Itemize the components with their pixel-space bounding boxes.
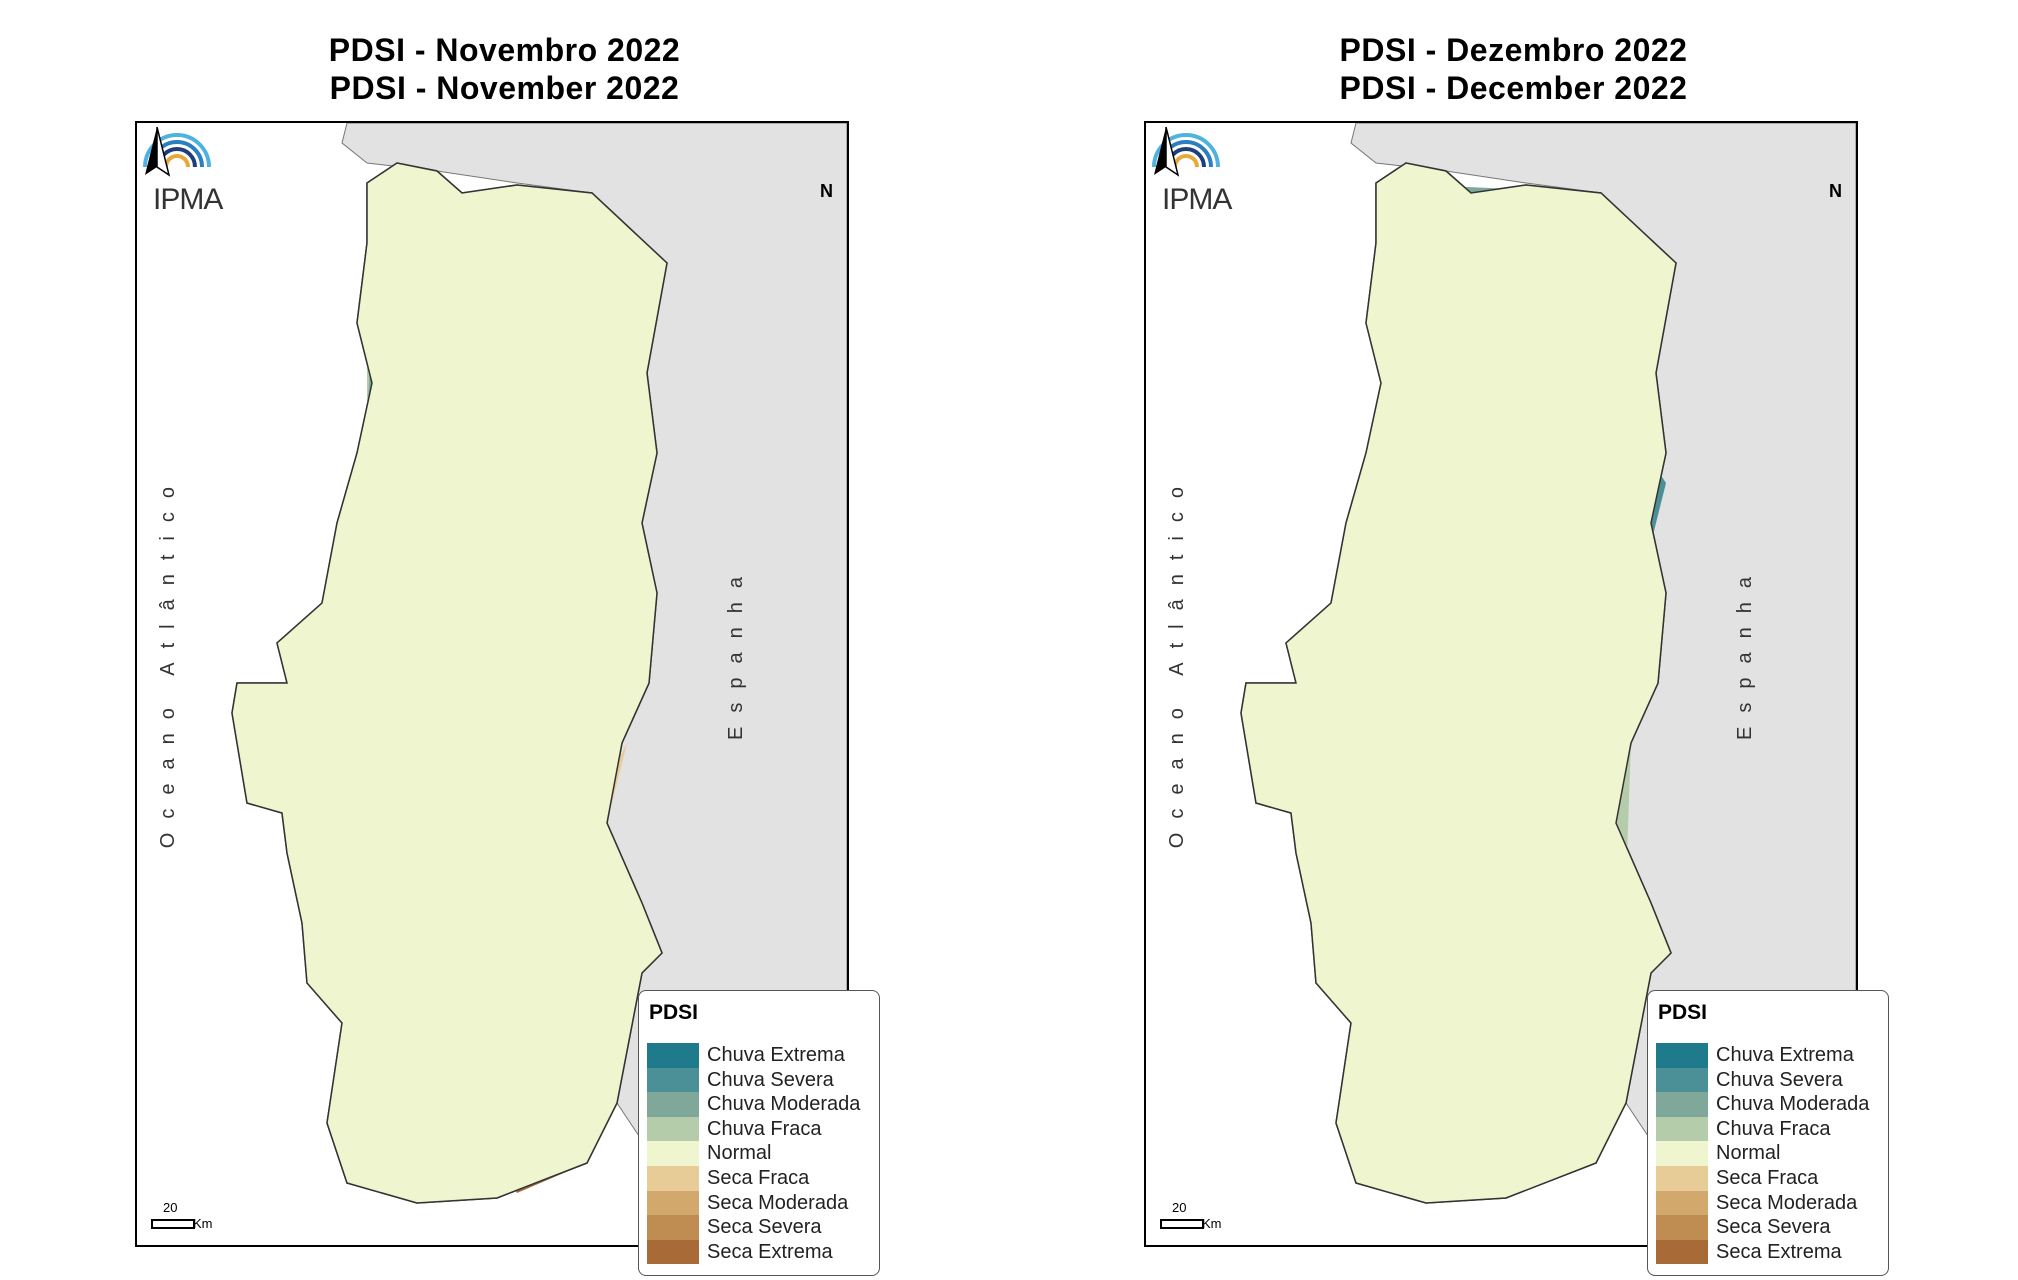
spain-label: Espanha bbox=[725, 563, 747, 740]
legend-swatch bbox=[647, 1043, 699, 1068]
legend-label: Seca Fraca bbox=[707, 1166, 810, 1189]
legend-item: Seca Moderada bbox=[1656, 1190, 1869, 1216]
legend-swatch bbox=[647, 1092, 699, 1117]
legend-swatch bbox=[1656, 1116, 1708, 1142]
legend-item: Chuva Severa bbox=[647, 1067, 860, 1093]
scale-unit: Km bbox=[193, 1216, 213, 1231]
legend-items: Chuva Extrema Chuva Severa Chuva Moderad… bbox=[647, 1043, 860, 1265]
legend-title: PDSI bbox=[649, 1001, 699, 1024]
legend-label: Chuva Moderada bbox=[707, 1093, 861, 1116]
legend-item: Seca Extrema bbox=[1656, 1239, 1869, 1265]
legend-swatch bbox=[647, 1116, 699, 1142]
legend-label: Seca Extrema bbox=[707, 1240, 833, 1263]
legend-label: Chuva Severa bbox=[707, 1068, 834, 1091]
legend-swatch bbox=[647, 1215, 699, 1240]
legend-swatch bbox=[647, 1141, 699, 1166]
scale-value: 20 bbox=[163, 1200, 178, 1215]
legend-swatch bbox=[1656, 1141, 1708, 1166]
legend-item: Chuva Fraca bbox=[1656, 1116, 1869, 1142]
map-title-pt: PDSI - Novembro 2022 bbox=[328, 32, 681, 68]
legend-swatch bbox=[1656, 1092, 1708, 1117]
legend: PDSI Chuva Extrema Chuva Severa Chuva Mo… bbox=[638, 990, 880, 1276]
legend-label: Seca Severa bbox=[1716, 1216, 1831, 1239]
legend-swatch bbox=[1656, 1215, 1708, 1240]
legend-title: PDSI bbox=[1658, 1001, 1708, 1024]
legend-item: Seca Fraca bbox=[1656, 1165, 1869, 1191]
legend-label: Chuva Fraca bbox=[707, 1117, 822, 1140]
map-panel-november: PDSI - Novembro 2022 PDSI - November 202… bbox=[135, 32, 880, 1276]
legend-label: Chuva Severa bbox=[1716, 1068, 1843, 1091]
map-title-en: PDSI - November 2022 bbox=[329, 70, 680, 106]
map-title-pt: PDSI - Dezembro 2022 bbox=[1339, 32, 1688, 68]
spain-label: Espanha bbox=[1734, 563, 1756, 740]
legend-swatch bbox=[647, 1165, 699, 1191]
legend-label: Seca Moderada bbox=[707, 1191, 849, 1214]
legend-label: Seca Fraca bbox=[1716, 1166, 1819, 1189]
legend-item: Seca Severa bbox=[647, 1215, 860, 1240]
legend-swatch bbox=[647, 1067, 699, 1093]
scale-value: 20 bbox=[1172, 1200, 1187, 1215]
legend-item: Seca Fraca bbox=[647, 1165, 860, 1191]
legend-item: Seca Moderada bbox=[647, 1190, 860, 1216]
legend-swatch bbox=[1656, 1043, 1708, 1068]
legend-label: Chuva Extrema bbox=[1716, 1044, 1854, 1066]
legend: PDSI Chuva Extrema Chuva Severa Chuva Mo… bbox=[1647, 990, 1889, 1276]
legend-item: Chuva Moderada bbox=[1656, 1092, 1869, 1117]
legend-item: Chuva Extrema bbox=[647, 1043, 860, 1068]
legend-item: Seca Severa bbox=[1656, 1215, 1869, 1240]
legend-item: Seca Extrema bbox=[647, 1239, 860, 1265]
map-frame: IPMA N Oceano Atlântico Espanha 20 Km bbox=[135, 121, 849, 1247]
legend-item: Chuva Severa bbox=[1656, 1067, 1869, 1093]
legend-swatch bbox=[647, 1190, 699, 1216]
legend-label: Seca Severa bbox=[707, 1216, 822, 1239]
legend-swatch bbox=[1656, 1239, 1708, 1265]
north-label: N bbox=[1829, 181, 1842, 201]
legend-item: Normal bbox=[647, 1141, 860, 1166]
legend-swatch bbox=[1656, 1067, 1708, 1093]
legend-label: Normal bbox=[1716, 1142, 1781, 1165]
map-title-en: PDSI - December 2022 bbox=[1339, 70, 1688, 106]
legend-label: Chuva Moderada bbox=[1716, 1093, 1870, 1116]
ocean-label: Oceano Atlântico bbox=[157, 473, 179, 849]
legend-item: Chuva Moderada bbox=[647, 1092, 860, 1117]
scale-bar bbox=[151, 1219, 195, 1229]
north-label: N bbox=[820, 181, 833, 201]
legend-item: Normal bbox=[1656, 1141, 1869, 1166]
map-panel-december: PDSI - Dezembro 2022 PDSI - December 202… bbox=[1009, 0, 2018, 1280]
north-arrow-icon bbox=[145, 126, 171, 177]
legend-item: Chuva Fraca bbox=[647, 1116, 860, 1142]
legend-swatch bbox=[647, 1239, 699, 1265]
legend-label: Chuva Fraca bbox=[1716, 1117, 1831, 1140]
legend-swatch bbox=[1656, 1165, 1708, 1191]
legend-label: Chuva Extrema bbox=[707, 1044, 845, 1066]
legend-label: Seca Moderada bbox=[1716, 1191, 1858, 1214]
scale-bar bbox=[1160, 1219, 1204, 1229]
legend-label: Normal bbox=[707, 1142, 772, 1165]
pdsi-map-december bbox=[1240, 123, 1856, 1245]
ocean-label: Oceano Atlântico bbox=[1166, 473, 1188, 849]
legend-items: Chuva Extrema Chuva Severa Chuva Moderad… bbox=[1656, 1043, 1869, 1265]
ipma-logo-text: IPMA bbox=[1162, 183, 1232, 216]
scale-unit: Km bbox=[1202, 1216, 1222, 1231]
legend-item: Chuva Extrema bbox=[1656, 1043, 1869, 1068]
legend-label: Seca Extrema bbox=[1716, 1240, 1842, 1263]
north-arrow-icon bbox=[1154, 126, 1180, 177]
pdsi-map-november bbox=[231, 123, 847, 1245]
ipma-logo-text: IPMA bbox=[153, 183, 223, 216]
legend-swatch bbox=[1656, 1190, 1708, 1216]
